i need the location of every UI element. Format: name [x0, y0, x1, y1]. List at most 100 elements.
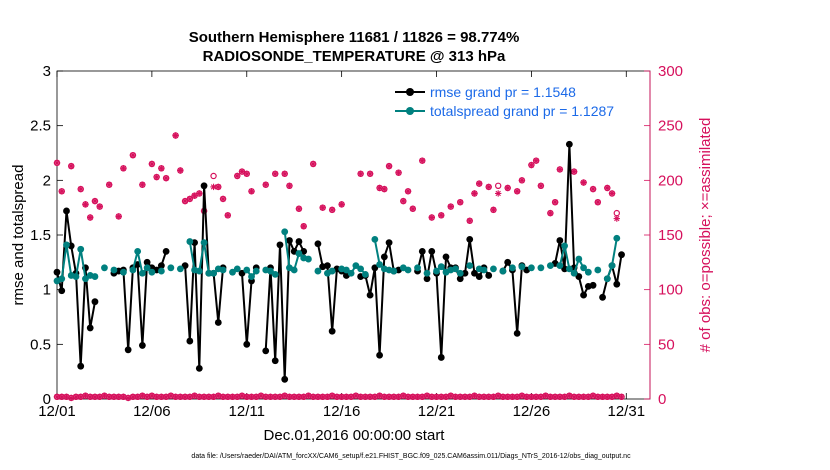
obs-assimilated-marker [528, 161, 535, 169]
obs-assimilated-marker [158, 165, 165, 172]
obs-assimilated-marker [580, 179, 587, 186]
totalspread-point [305, 255, 312, 263]
obs-assimilated-marker [476, 180, 483, 187]
obs-assimilated-marker [162, 393, 170, 401]
totalspread-point [613, 234, 621, 242]
totalspread-point [575, 255, 583, 263]
totalspread-point [342, 266, 350, 274]
obs-assimilated-marker [537, 393, 545, 401]
obs-assimilated-marker [253, 393, 260, 401]
obs-assimilated-marker [542, 392, 549, 399]
obs-assimilated-marker [518, 177, 526, 184]
totalspread-point [518, 263, 526, 271]
obs-assimilated-marker [442, 393, 450, 401]
obs-assimilated-marker [243, 170, 250, 177]
obs-assimilated-marker [101, 392, 108, 399]
obs-assimilated-marker [295, 205, 303, 212]
rmse-point [157, 262, 165, 270]
obs-assimilated-marker [234, 393, 241, 401]
obs-assimilated-marker [347, 393, 355, 401]
totalspread-point [499, 267, 507, 275]
obs-assimilated-marker [248, 188, 255, 195]
x-tick-label: 12/01 [38, 403, 76, 420]
totalspread-point [528, 264, 535, 272]
y-tick-label: 1 [43, 282, 51, 299]
y-right-tick-label: 200 [658, 172, 683, 189]
obs-assimilated-marker [139, 392, 146, 399]
totalspread-point [91, 273, 99, 280]
rmse-point [314, 240, 322, 248]
obs-assimilated-marker [153, 173, 160, 181]
obs-assimilated-marker [134, 393, 141, 401]
obs-assimilated-marker [376, 184, 383, 192]
totalspread-point [537, 264, 545, 272]
obs-assimilated-marker [120, 165, 127, 172]
obs-assimilated-marker [400, 392, 407, 399]
totalspread-point [134, 248, 142, 255]
rmse-point [53, 268, 61, 276]
obs-assimilated-marker [357, 170, 364, 177]
rmse-point [513, 330, 521, 337]
rmse-point [371, 264, 379, 272]
obs-assimilated-marker [366, 170, 374, 177]
rmse-point [385, 239, 393, 247]
totalspread-point [580, 264, 587, 272]
rmse-point [565, 140, 573, 148]
obs-assimilated-marker [376, 392, 383, 399]
obs-assimilated-marker [257, 392, 265, 399]
obs-assimilated-marker [191, 192, 198, 199]
x-tick-label: 12/11 [229, 403, 265, 420]
rmse-point [138, 342, 146, 349]
totalspread-point [271, 270, 279, 278]
y-right-tick-label: 250 [658, 118, 683, 135]
obs-assimilated-marker [319, 204, 326, 211]
plot-area [56, 70, 651, 400]
rmse-point [475, 273, 483, 280]
rmse-point [324, 262, 331, 270]
totalspread-point [205, 269, 213, 277]
obs-assimilated-marker [594, 199, 602, 206]
obs-assimilated-marker [148, 160, 156, 168]
rmse-point [91, 298, 99, 306]
rmse-point [186, 337, 194, 345]
totalspread-point [357, 265, 365, 273]
obs-assimilated-marker [371, 393, 379, 401]
obs-assimilated-marker [286, 182, 293, 189]
obs-assimilated-marker [613, 392, 620, 399]
rmse-point [238, 269, 246, 277]
obs-assimilated-marker [471, 190, 478, 197]
totalspread-point [456, 269, 464, 277]
obs-assimilated-marker [77, 185, 84, 193]
totalspread-point [490, 265, 497, 273]
totalspread-point [176, 265, 184, 273]
totalspread-point [361, 270, 369, 278]
y-tick-label: 2.5 [30, 118, 51, 135]
obs-assimilated-marker [570, 168, 578, 175]
obs-assimilated-marker [409, 205, 416, 212]
obs-assimilated-marker [314, 393, 322, 401]
totalspread-point [101, 264, 108, 272]
totalspread-point [371, 235, 379, 243]
totalspread-point [328, 267, 336, 275]
obs-assimilated-marker [234, 172, 241, 180]
legend-totalspread-marker [406, 107, 414, 115]
obs-assimilated-marker [428, 214, 435, 221]
obs-assimilated-marker [58, 188, 65, 195]
obs-assimilated-marker [291, 393, 298, 401]
obs-assimilated-marker [585, 393, 592, 401]
rmse-point [418, 248, 426, 255]
totalspread-point [603, 275, 611, 283]
obs-assimilated-marker [352, 392, 360, 399]
totalspread-point [423, 269, 431, 277]
legend-rmse-label: rmse grand pr = 1.1548 [430, 84, 576, 100]
obs-assimilated-marker [494, 190, 502, 197]
obs-assimilated-marker [215, 183, 222, 191]
totalspread-point [120, 268, 127, 276]
obs-assimilated-marker [490, 393, 497, 401]
y-tick-label: 0 [43, 391, 51, 408]
obs-assimilated-marker [238, 392, 246, 399]
obs-assimilated-marker [272, 170, 279, 177]
obs-assimilated-marker [580, 393, 587, 401]
rmse-point [77, 362, 85, 370]
totalspread-point [414, 264, 421, 272]
